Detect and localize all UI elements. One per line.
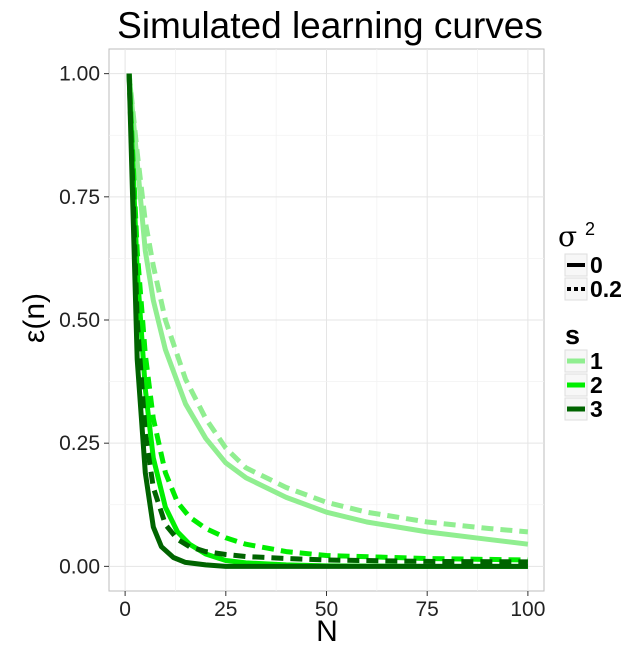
- series-lines: [126, 73, 529, 569]
- series-line-s1-sigma0.2: [126, 73, 529, 535]
- x-tick-label: 25: [214, 598, 237, 621]
- series-line-s1-sigma0: [126, 73, 529, 547]
- y-axis-title: ε(n): [18, 293, 51, 343]
- chart-title: Simulated learning curves: [117, 5, 543, 46]
- legend-label-s: 1: [590, 348, 603, 374]
- series-line-s3-sigma0: [126, 73, 528, 569]
- y-tick-label: 0.00: [59, 555, 100, 578]
- legend-label-s: 3: [590, 396, 603, 422]
- x-axis: 0 25 50 75 100: [119, 591, 545, 621]
- x-tick-label: 0: [119, 598, 131, 621]
- legend-sigma2-title: σ: [558, 220, 577, 253]
- y-tick-label: 0.25: [59, 432, 100, 455]
- legend-label-sigma2: 0.2: [590, 276, 622, 302]
- x-tick-label: 75: [416, 598, 439, 621]
- x-tick-label: 100: [510, 598, 545, 621]
- y-tick-label: 0.75: [59, 186, 100, 209]
- legend-s: s 123: [564, 320, 603, 422]
- x-axis-title: N: [316, 615, 338, 645]
- legend-sigma2-superscript: 2: [585, 219, 595, 239]
- legend-label-s: 2: [590, 372, 603, 398]
- series-line-s2-sigma0.2: [126, 73, 528, 563]
- legend-label-sigma2: 0: [590, 252, 603, 278]
- y-tick-label: 0.50: [59, 309, 100, 332]
- x-tick-label: 50: [315, 598, 338, 621]
- y-tick-label: 1.00: [59, 63, 100, 86]
- y-axis: 0.00 0.25 0.50 0.75 1.00: [59, 63, 109, 578]
- legend-s-title: s: [565, 320, 580, 350]
- legend-sigma2: σ 2 00.2: [558, 219, 622, 302]
- series-line-s3-sigma0.2: [126, 73, 528, 565]
